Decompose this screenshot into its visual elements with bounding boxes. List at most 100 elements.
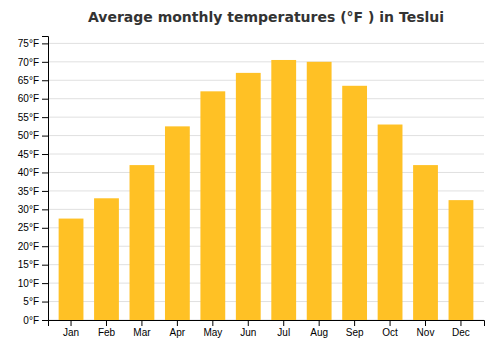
x-tick-label: Jul: [277, 327, 290, 338]
y-tick-mark: [42, 43, 48, 44]
y-tick-label: 65°F: [18, 75, 39, 86]
x-tick-label: Apr: [170, 327, 186, 338]
x-tick: Apr: [170, 320, 186, 338]
y-tick: 0°F: [23, 315, 48, 326]
y-tick-mark: [42, 283, 48, 284]
x-tick: Jul: [277, 320, 290, 338]
x-tick-mark: [177, 320, 178, 326]
y-tick-label: 15°F: [18, 259, 39, 270]
y-tick-mark: [42, 302, 48, 303]
bar: [378, 125, 403, 320]
plot: 0°F 5°F 10°F 15°F 20°F 25°F 30°F 35°F 40°F 45°F 50…: [18, 37, 485, 339]
grid-line: [48, 43, 484, 44]
x-tick: Dec: [452, 320, 470, 338]
y-tick-label: 20°F: [18, 241, 39, 252]
y-tick: 50°F: [18, 130, 48, 141]
x-tick-mark: [319, 320, 320, 326]
bar: [271, 60, 296, 320]
y-tick: 25°F: [18, 222, 48, 233]
y-tick-mark: [42, 172, 48, 173]
y-tick-label: 70°F: [18, 57, 39, 68]
x-tick: Oct: [382, 320, 398, 338]
grid-line: [48, 80, 484, 81]
bar: [307, 62, 332, 320]
bar: [200, 91, 225, 320]
x-tick-label: Feb: [98, 327, 116, 338]
y-tick-mark: [42, 246, 48, 247]
y-tick-mark: [42, 99, 48, 100]
x-tick-label: Sep: [346, 327, 364, 338]
x-tick: Sep: [346, 320, 364, 338]
x-tick-label: May: [203, 327, 222, 338]
grid-line: [48, 154, 484, 155]
y-tick-mark: [42, 80, 48, 81]
y-tick-mark: [42, 62, 48, 63]
y-tick: 10°F: [18, 278, 48, 289]
x-tick-mark: [212, 320, 213, 326]
y-tick-mark: [42, 191, 48, 192]
y-tick-mark: [42, 154, 48, 155]
bar: [413, 165, 438, 320]
y-tick: 60°F: [18, 93, 48, 104]
x-tick: Feb: [98, 320, 116, 338]
bar: [130, 165, 155, 320]
y-tick-label: 40°F: [18, 167, 39, 178]
y-tick-label: 50°F: [18, 130, 39, 141]
x-axis-line: [49, 321, 485, 327]
x-tick-mark: [248, 320, 249, 326]
x-tick-mark: [390, 320, 391, 326]
y-tick: 40°F: [18, 167, 48, 178]
y-axis-line: [42, 37, 49, 321]
x-tick: Jun: [240, 320, 256, 338]
x-tick-mark: [71, 320, 72, 326]
y-tick: 5°F: [23, 296, 48, 307]
x-tick-mark: [283, 320, 284, 326]
bar: [165, 126, 190, 320]
grid-line: [48, 98, 484, 99]
y-tick-label: 60°F: [18, 93, 39, 104]
y-tick-label: 75°F: [18, 38, 39, 49]
y-tick: 55°F: [18, 112, 48, 123]
bars: [59, 60, 474, 320]
bar: [236, 73, 261, 320]
bar: [342, 86, 367, 320]
y-tick-label: 45°F: [18, 149, 39, 160]
y-tick: 30°F: [18, 204, 48, 215]
x-tick-label: Oct: [382, 327, 398, 338]
x-tick-label: Dec: [452, 327, 470, 338]
x-tick-mark: [460, 320, 461, 326]
x-tick-label: Mar: [133, 327, 151, 338]
y-tick-label: 10°F: [18, 278, 39, 289]
x-tick-label: Aug: [310, 327, 328, 338]
x-axis: Jan Feb Mar Apr May Jun Jul Aug Sep Oct Nov Dec: [49, 320, 485, 338]
bar: [94, 198, 119, 320]
y-tick: 45°F: [18, 149, 48, 160]
x-tick-label: Jun: [240, 327, 256, 338]
y-tick-mark: [42, 265, 48, 266]
chart: 0°F 5°F 10°F 15°F 20°F 25°F 30°F 35°F 40°F 45°F 50…: [0, 0, 500, 350]
x-tick-label: Nov: [417, 327, 435, 338]
grid: [48, 43, 484, 320]
y-tick-label: 5°F: [23, 296, 39, 307]
y-tick-label: 55°F: [18, 112, 39, 123]
bar: [59, 219, 84, 320]
x-tick-mark: [354, 320, 355, 326]
y-tick-label: 35°F: [18, 186, 39, 197]
y-tick: 35°F: [18, 186, 48, 197]
x-tick-mark: [425, 320, 426, 326]
y-tick: 20°F: [18, 241, 48, 252]
x-tick: May: [203, 320, 222, 338]
y-tick: 70°F: [18, 57, 48, 68]
grid-line: [48, 117, 484, 118]
y-tick-mark: [42, 228, 48, 229]
x-tick-label: Jan: [63, 327, 79, 338]
bar: [449, 200, 474, 320]
title: Average monthly temperatures (°F ) in Te…: [88, 9, 444, 25]
x-tick: Jan: [63, 320, 79, 338]
grid-line: [48, 135, 484, 136]
x-tick-mark: [141, 320, 142, 326]
y-axis: 0°F 5°F 10°F 15°F 20°F 25°F 30°F 35°F 40°F 45°F 50…: [18, 37, 49, 326]
y-tick-mark: [42, 320, 48, 321]
y-tick: 75°F: [18, 38, 48, 49]
x-tick: Aug: [310, 320, 328, 338]
